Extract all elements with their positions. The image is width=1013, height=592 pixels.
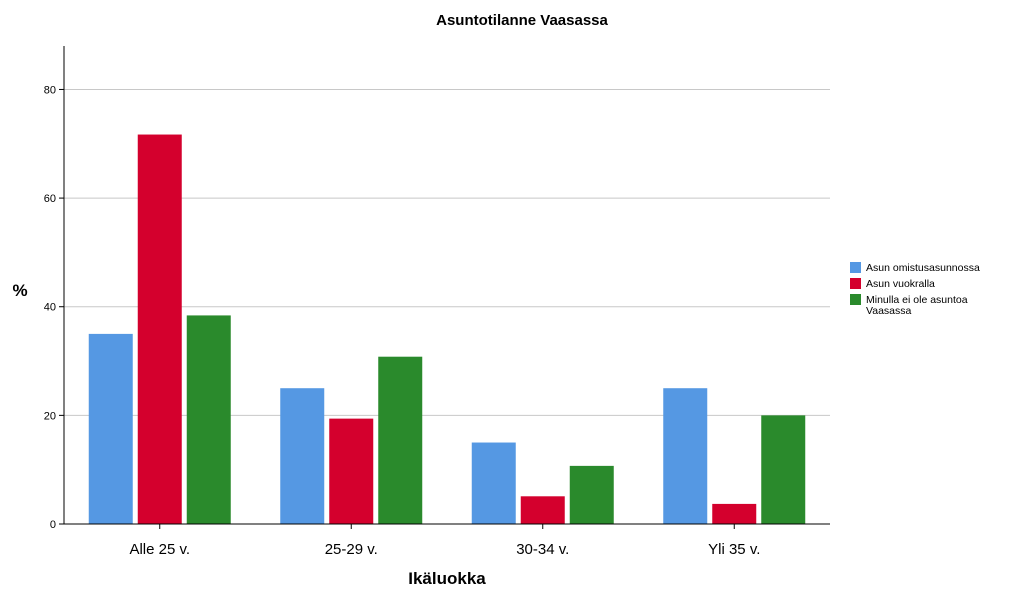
y-tick-label: 0 [50,519,56,531]
legend-label: Asun vuokralla [866,278,935,290]
legend: Asun omistusasunnossa Asun vuokralla Minul… [850,262,980,317]
x-tick-label: 25-29 v. [325,541,378,558]
legend-swatch [850,278,861,289]
bar [569,465,614,524]
y-tick-label: 20 [44,410,56,422]
legend-swatch [850,262,861,273]
bar [329,418,374,524]
y-tick-labels: 0 20 40 60 80 [44,84,64,531]
x-tick-label: Alle 25 v. [129,541,190,558]
y-tick-label: 40 [44,302,56,314]
bar [137,134,182,524]
legend-swatch [850,294,861,305]
y-tick-label: 80 [44,84,56,96]
y-axis-label: % [12,281,27,300]
x-axis-label: Ikäluokka [408,569,486,588]
bar [520,496,565,524]
legend-label: Vaasassa [866,305,911,317]
bar [471,442,516,524]
axes [63,46,830,525]
bar [280,388,325,524]
bar [186,315,231,524]
bar [663,388,708,524]
bar [712,503,757,524]
bar [761,415,806,524]
legend-label: Minulla ei ole asuntoa [866,294,968,306]
bar [88,333,133,524]
y-tick-label: 60 [44,193,56,205]
x-tick-label: Yli 35 v. [708,541,760,558]
bars [88,134,806,524]
x-tick-label: 30-34 v. [516,541,569,558]
legend-label: Asun omistusasunnossa [866,262,980,274]
x-tick-labels: Alle 25 v. 25-29 v. 30-34 v. Yli 35 v. [129,524,760,558]
chart-title: Asuntotilanne Vaasassa [436,12,608,29]
bar [378,356,423,524]
